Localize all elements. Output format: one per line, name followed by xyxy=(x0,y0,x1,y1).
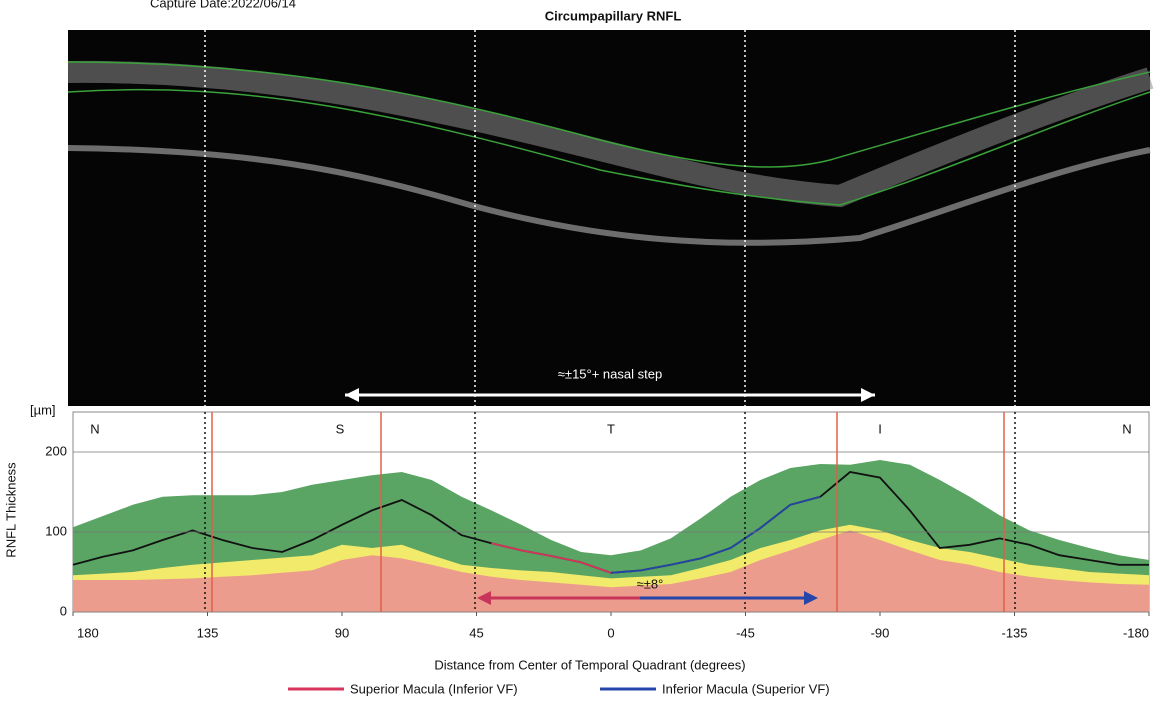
sector-label: I xyxy=(878,421,882,436)
legend-label: Inferior Macula (Superior VF) xyxy=(662,681,830,696)
legend: Superior Macula (Inferior VF) Inferior Ma… xyxy=(288,681,830,696)
reference-lines xyxy=(204,30,1016,612)
x-tick-label: -90 xyxy=(871,625,890,640)
sector-label: N xyxy=(90,421,99,436)
chart-title: Circumpapillary RNFL xyxy=(545,8,682,23)
sector-label: T xyxy=(607,421,615,436)
x-axis-label: Distance from Center of Temporal Quadran… xyxy=(434,657,745,672)
sector-label: N xyxy=(1122,421,1131,436)
annotation: ≈±8° xyxy=(637,576,664,591)
line xyxy=(610,495,821,574)
x-tick-label: 90 xyxy=(335,625,349,640)
x-tick-label: 180 xyxy=(77,625,99,640)
x-tick-label: 0 xyxy=(607,625,614,640)
band-area xyxy=(73,530,1149,612)
y-unit: [µm] xyxy=(30,402,56,417)
oct-scan xyxy=(67,30,1154,406)
x-tick-label: 45 xyxy=(469,625,483,640)
x-tick-label: -180 xyxy=(1123,625,1149,640)
y-axis-label: RNFL Thickness xyxy=(3,462,18,558)
x-tick-label: -45 xyxy=(736,625,755,640)
line xyxy=(491,542,612,574)
sector-label: S xyxy=(336,421,345,436)
x-tick-label: -135 xyxy=(1001,625,1027,640)
y-tick-label: 0 xyxy=(60,603,67,618)
y-tick-label: 200 xyxy=(45,443,67,458)
x-tick-label: 135 xyxy=(197,625,219,640)
annotation: ≈±15°+ nasal step xyxy=(558,366,662,381)
y-tick-label: 100 xyxy=(45,523,67,538)
plot xyxy=(72,451,1149,613)
legend-label: Superior Macula (Inferior VF) xyxy=(350,681,518,696)
capture-date: Capture Date:2022/06/14 xyxy=(150,0,296,10)
